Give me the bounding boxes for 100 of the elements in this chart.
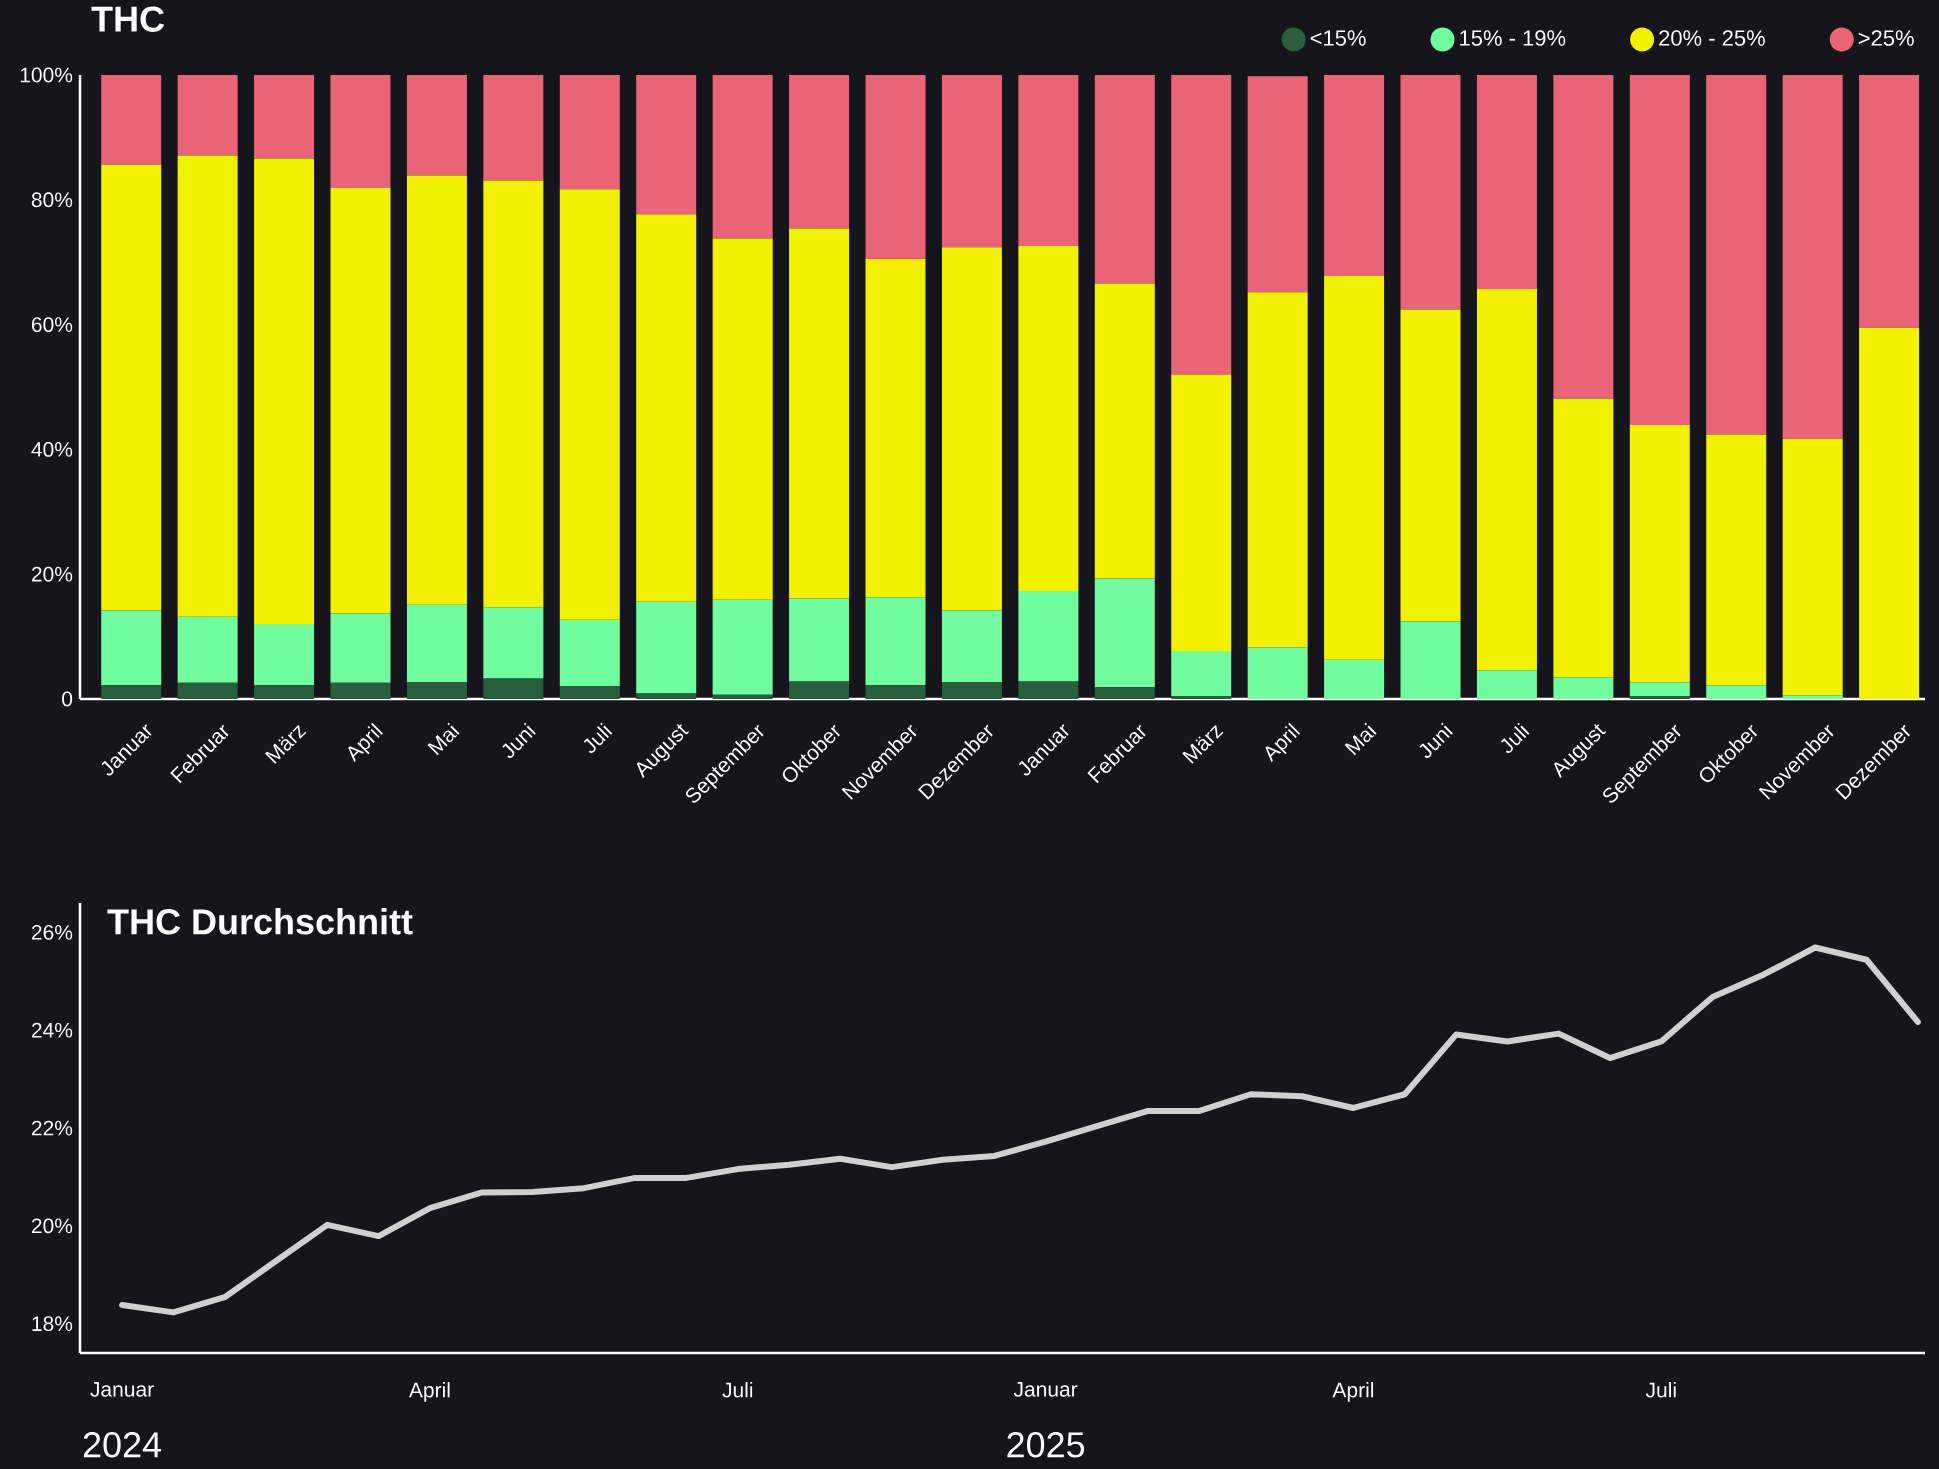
bar (1247, 292, 1308, 648)
legend-label: 15% - 19% (1460, 30, 1566, 46)
bar (101, 164, 162, 611)
bar (1094, 578, 1155, 688)
bar (559, 74, 620, 190)
bar (1476, 670, 1537, 699)
bar (330, 613, 391, 683)
bar (712, 74, 773, 239)
bar (177, 155, 238, 617)
x-tick-label: Juli (583, 722, 613, 754)
bar (865, 259, 926, 598)
bar (941, 610, 1002, 683)
bar (1171, 374, 1232, 651)
bar (483, 74, 544, 181)
bar (789, 598, 850, 682)
bar (559, 619, 620, 686)
bar (177, 682, 238, 699)
bar (636, 74, 697, 215)
bar (1018, 74, 1079, 246)
bar (1171, 695, 1232, 699)
bar (1706, 685, 1767, 699)
bar (1553, 74, 1614, 399)
legend-label: 20% - 25% (1659, 30, 1765, 46)
bar (1400, 309, 1461, 622)
bar (254, 624, 315, 686)
y-tick-label: 20% (31, 1218, 73, 1234)
bar (1324, 74, 1385, 276)
bar (1706, 74, 1767, 435)
bar (1859, 74, 1920, 328)
text: 2024 (83, 1432, 162, 1458)
bar (1782, 695, 1843, 699)
bar (406, 74, 467, 176)
bar (1629, 74, 1690, 426)
bar (1629, 425, 1690, 683)
bar (865, 685, 926, 699)
bar (1324, 659, 1385, 699)
bar (789, 681, 850, 699)
y-tick-label: 22% (31, 1120, 73, 1136)
bar (712, 599, 773, 695)
y-tick-label: 100% (20, 67, 73, 83)
bar (330, 682, 391, 699)
bar (1018, 681, 1079, 699)
bar (254, 158, 315, 625)
bar (1629, 682, 1690, 696)
y-tick-label: 60% (31, 317, 73, 333)
bar (712, 694, 773, 699)
bar (1782, 74, 1843, 439)
bar (1094, 283, 1155, 579)
y-tick-label: 24% (31, 1022, 73, 1038)
bar (1553, 398, 1614, 678)
bar (1400, 621, 1461, 699)
x-tick-label: Juni (502, 722, 536, 758)
bar (254, 74, 315, 159)
x-tick-label: Januar (90, 1382, 154, 1397)
bar (1018, 245, 1079, 592)
bar (1400, 74, 1461, 310)
bar (559, 189, 620, 620)
bar (1247, 76, 1308, 293)
bar (712, 238, 773, 600)
bar (1476, 289, 1537, 671)
bar (789, 74, 850, 229)
x-tick-label: April (1332, 1382, 1374, 1402)
x-tick-label: Juni (1419, 722, 1454, 758)
bar (636, 693, 697, 699)
bar (406, 604, 467, 683)
bar (1094, 74, 1155, 284)
bar (1171, 74, 1232, 375)
bar (330, 187, 391, 614)
bar (101, 685, 162, 699)
x-tick-label: Juli (1645, 1382, 1676, 1398)
bar (406, 175, 467, 605)
bar (941, 247, 1002, 611)
x-tick-label: Juli (722, 1382, 753, 1398)
bar (483, 180, 544, 608)
text: 2025 (1007, 1432, 1085, 1458)
bar (1859, 327, 1920, 699)
bar (1553, 677, 1614, 699)
y-tick-label: 18% (32, 1316, 73, 1332)
bar (1706, 434, 1767, 686)
bar (1324, 275, 1385, 660)
bar (330, 74, 391, 188)
legend-label: <15% (1310, 30, 1366, 46)
chart-title: THC Durchschnitt (107, 908, 413, 935)
y-tick-label: 26% (31, 924, 73, 940)
bar (1782, 438, 1843, 696)
bar (177, 616, 238, 683)
y-tick-label: 20% (31, 566, 73, 582)
bar (101, 610, 162, 686)
bar (101, 74, 162, 165)
bar (1629, 695, 1690, 699)
x-tick-label: Mai (1344, 722, 1377, 756)
y-tick-label: 80% (31, 192, 73, 208)
bar (789, 228, 850, 599)
x-tick-label: Januar (1013, 1382, 1078, 1397)
legend-label: >25% (1858, 30, 1914, 46)
bar (941, 74, 1002, 248)
bar (254, 685, 315, 699)
bar (406, 682, 467, 699)
bar (483, 607, 544, 679)
bar (636, 214, 697, 602)
